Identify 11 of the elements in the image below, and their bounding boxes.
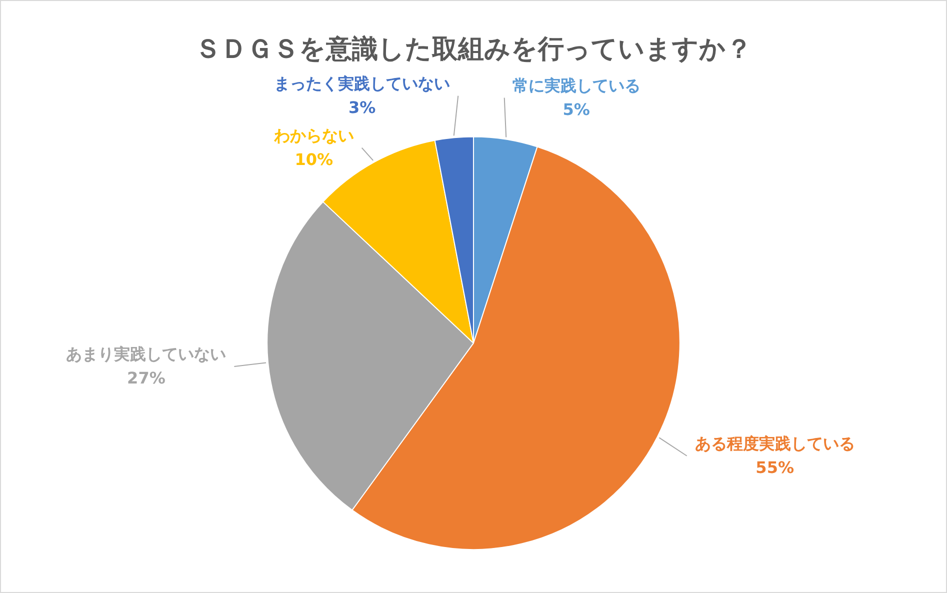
slice-label: 常に実践している [512,76,640,95]
data-label: 10% [294,150,333,169]
data-label: 27% [127,368,166,388]
slice-label: ある程度実践している [694,434,855,454]
chart-title: ＳＤＧＳを意識した取組みを行っていますか？ [195,34,752,64]
slice-label: まったく実践していない [274,74,450,93]
slice-label: わからない [272,126,354,145]
data-label: 55% [756,458,794,478]
data-label: 3% [348,98,376,117]
data-label: 5% [562,100,590,119]
slice-label: あまり実践していない [66,344,226,364]
